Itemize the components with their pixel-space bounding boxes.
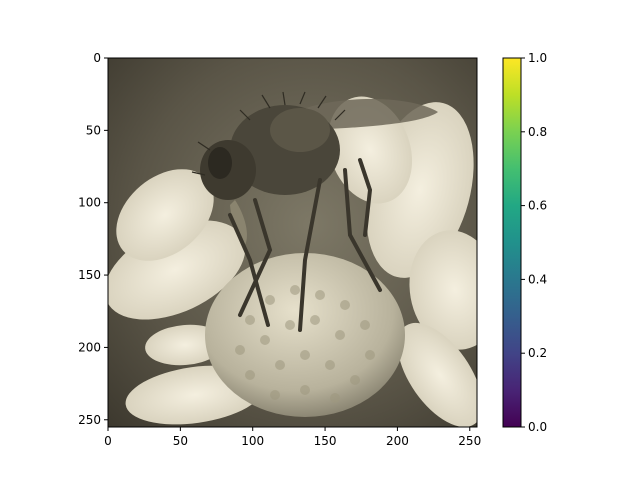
colorbar: 0.0 0.2 0.4 0.6 0.8 1.0 [502,51,547,434]
y-tick-label: 50 [86,123,101,137]
fly-eye [208,147,232,179]
image-panel [108,58,477,427]
y-axis: 0 50 100 150 200 250 [78,51,108,427]
x-tick-label: 0 [104,434,112,448]
colorbar-tick-label: 0.6 [528,199,547,213]
colorbar-frame [502,57,522,428]
x-axis: 0 50 100 150 200 250 [104,427,481,448]
colorbar-gradient [503,58,521,427]
colorbar-tick-label: 1.0 [528,51,547,65]
x-tick-label: 50 [173,434,188,448]
y-tick-label: 150 [78,268,101,282]
y-tick-label: 0 [93,51,101,65]
y-tick-label: 100 [78,196,101,210]
x-tick-label: 150 [314,434,337,448]
flower-center-texture [235,285,375,403]
colorbar-ticks: 0.0 0.2 0.4 0.6 0.8 1.0 [521,51,547,434]
image-frame [107,57,478,428]
y-tick-label: 250 [78,413,101,427]
colorbar-tick-label: 0.2 [528,346,547,360]
y-tick-label: 200 [78,340,101,354]
x-tick-label: 100 [241,434,264,448]
fly-wing [300,98,438,130]
fly-legs [228,158,382,332]
colorbar-tick-label: 0.4 [528,272,547,286]
x-tick-label: 250 [458,434,481,448]
colorbar-tick-label: 0.8 [528,125,547,139]
x-tick-label: 200 [386,434,409,448]
fly [191,91,438,332]
colorbar-tick-label: 0.0 [528,420,547,434]
